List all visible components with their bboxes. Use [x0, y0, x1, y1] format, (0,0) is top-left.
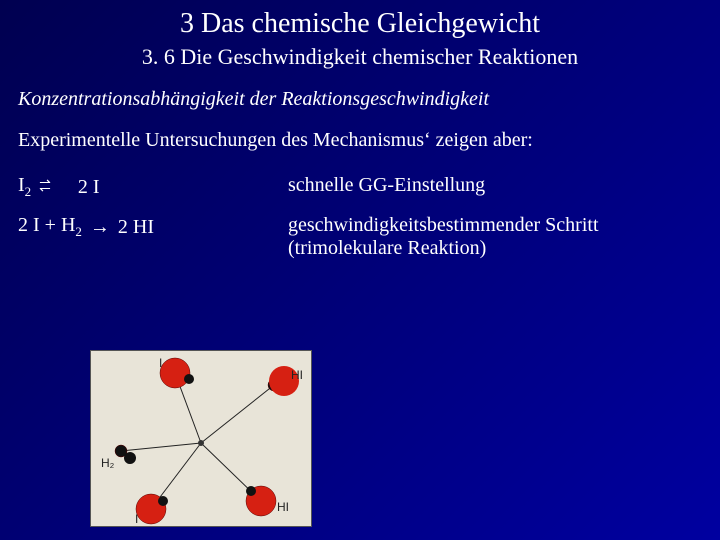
equation-2: 2 I + H2 → 2 HI geschwindigkeitsbestimme…	[18, 214, 702, 260]
right-arrow-icon: →	[90, 216, 110, 239]
eq2-rhs: 2 HI	[118, 216, 154, 239]
eq1-desc: schnelle GG-Einstellung	[288, 174, 702, 197]
svg-text:I: I	[159, 356, 162, 370]
eq2-left: 2 I + H2 → 2 HI	[18, 214, 288, 240]
eq2-desc: geschwindigkeitsbestimmender Schritt(tri…	[288, 214, 702, 260]
eq2-lhs: 2 I + H2	[18, 214, 82, 240]
svg-text:H₂: H₂	[101, 456, 115, 470]
equilibrium-arrow-icon: ⇀↽	[39, 181, 50, 194]
eq1-lhs: I2	[18, 174, 31, 200]
eq1-rhs: 2 I	[78, 176, 100, 199]
intro-line: Experimentelle Untersuchungen des Mechan…	[18, 129, 702, 152]
section-heading: Konzentrationsabhängigkeit der Reaktions…	[18, 88, 702, 111]
equation-1: I2 ⇀↽ 2 I schnelle GG-Einstellung	[18, 174, 702, 200]
slide-title: 3 Das chemische Gleichgewicht	[18, 8, 702, 40]
molecule-diagram: I HI H₂ I HI	[90, 350, 312, 527]
eq1-left: I2 ⇀↽ 2 I	[18, 174, 288, 200]
slide: 3 Das chemische Gleichgewicht 3. 6 Die G…	[0, 0, 720, 540]
slide-subtitle: 3. 6 Die Geschwindigkeit chemischer Reak…	[18, 44, 702, 70]
svg-text:HI: HI	[291, 368, 303, 382]
svg-text:I: I	[135, 512, 138, 526]
svg-text:HI: HI	[277, 500, 289, 514]
